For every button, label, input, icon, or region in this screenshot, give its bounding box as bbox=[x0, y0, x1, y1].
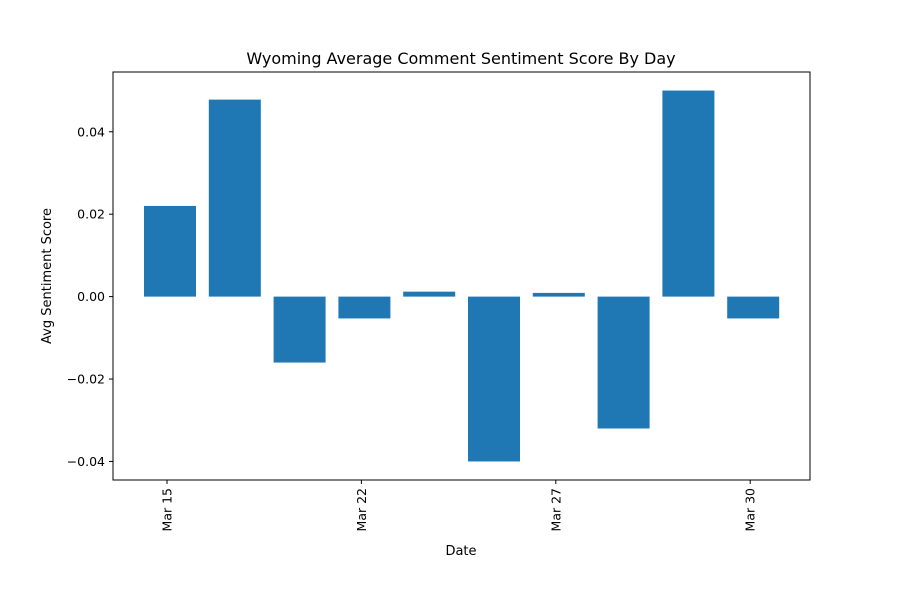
bar-4 bbox=[403, 291, 456, 297]
bar-5 bbox=[468, 296, 520, 462]
bar-2 bbox=[273, 296, 326, 363]
bar-7 bbox=[597, 296, 650, 429]
y-tick-label-0: −0.04 bbox=[67, 454, 105, 469]
bar-9 bbox=[727, 296, 780, 319]
x-tick-label-3: Mar 30 bbox=[743, 488, 758, 532]
y-tick-label-3: 0.02 bbox=[77, 207, 105, 222]
x-tick-label-1: Mar 22 bbox=[354, 488, 369, 531]
bar-6 bbox=[532, 292, 585, 297]
bar-1 bbox=[208, 99, 261, 297]
y-axis-label: Avg Sentiment Score bbox=[40, 208, 55, 344]
y-tick-label-4: 0.04 bbox=[77, 124, 105, 139]
chart-title: Wyoming Average Comment Sentiment Score … bbox=[246, 49, 675, 68]
plot-frame bbox=[112, 71, 811, 481]
y-tick-label-2: 0.00 bbox=[77, 289, 105, 304]
x-tick-label-0: Mar 15 bbox=[160, 488, 175, 531]
bar-3 bbox=[338, 296, 391, 319]
x-axis-label: Date bbox=[445, 544, 476, 559]
bar-8 bbox=[662, 90, 715, 297]
y-tick-label-1: −0.02 bbox=[67, 372, 105, 387]
bar-0 bbox=[144, 205, 196, 297]
x-axis-ticks: Mar 15 Mar 22 Mar 27 Mar 30 bbox=[160, 480, 758, 531]
x-tick-label-2: Mar 27 bbox=[548, 488, 563, 531]
bars bbox=[144, 90, 780, 462]
y-axis-ticks: −0.04 −0.02 0.00 0.02 0.04 bbox=[67, 124, 113, 469]
